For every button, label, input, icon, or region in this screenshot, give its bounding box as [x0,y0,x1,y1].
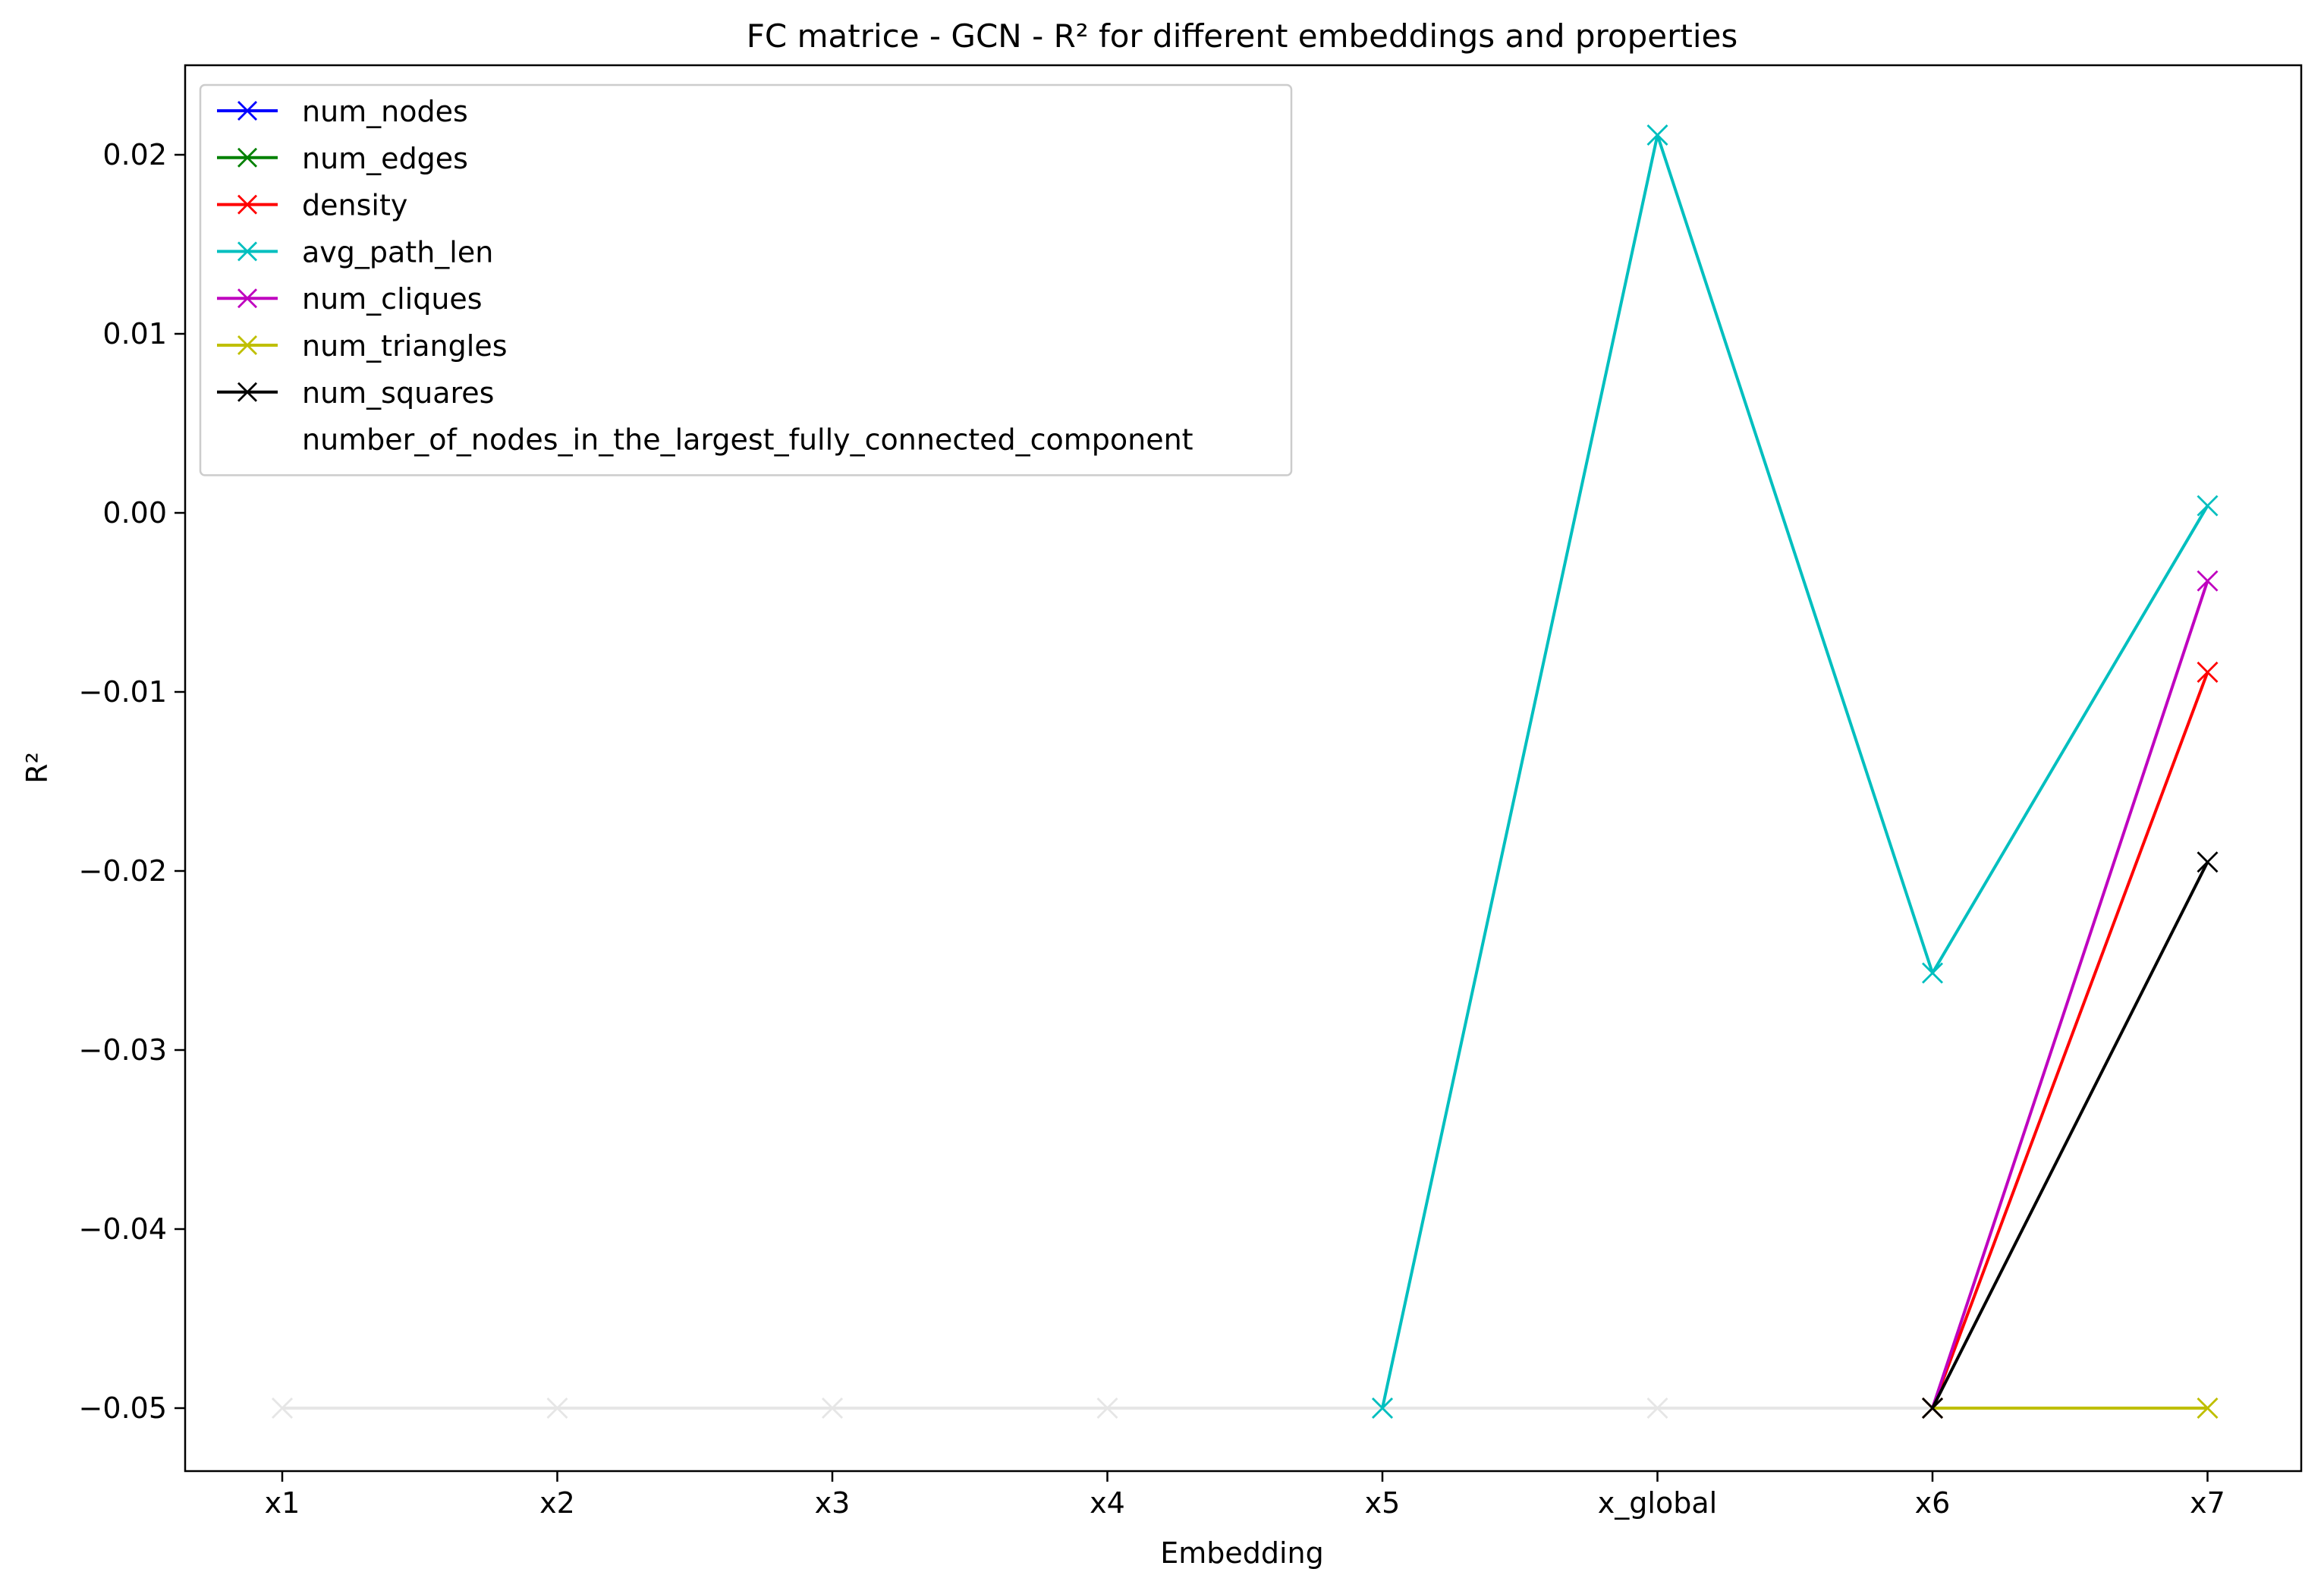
legend-label: num_nodes [302,95,468,128]
legend-label: num_cliques [302,282,483,316]
point-marker [1646,124,1668,146]
point-marker [237,288,257,309]
legend-entry: num_squares [217,376,494,410]
plot-area [272,124,2219,1419]
point-marker [2197,495,2219,517]
series-line [1381,134,2209,1409]
x-tick-label: x7 [2190,1486,2225,1520]
point-marker [2197,1398,2219,1419]
x-tick-label: x4 [1090,1486,1125,1520]
point-marker [2197,851,2219,873]
legend-label: number_of_nodes_in_the_largest_fully_con… [302,423,1193,457]
legend-entry: num_triangles [217,329,508,363]
y-axis-label: R² [20,752,54,784]
legend-entry: avg_path_len [217,235,493,269]
legend-label: num_triangles [302,329,508,363]
y-tick-label: 0.02 [102,138,167,171]
point-marker [237,241,257,262]
point-marker [1922,962,1943,984]
legend-label: avg_path_len [302,235,493,269]
legend-label: num_squares [302,376,494,410]
x-tick-label: x6 [1915,1486,1951,1520]
chart-title: FC matrice - GCN - R² for different embe… [747,17,1737,55]
point-marker [1646,1398,1668,1419]
point-marker [1096,1398,1118,1419]
legend-entry: num_nodes [217,95,468,128]
x-tick-label: x_global [1598,1486,1717,1520]
y-tick-label: −0.04 [79,1212,167,1246]
point-marker [237,101,257,121]
point-marker [237,382,257,402]
y-tick-label: −0.05 [79,1391,167,1425]
x-tick-label: x3 [815,1486,851,1520]
series-avg-path-len [1372,124,2219,1419]
x-axis-label: Embedding [1160,1536,1324,1570]
series-line [1931,671,2209,1409]
point-marker [822,1398,843,1419]
point-marker [546,1398,568,1419]
point-marker [237,194,257,215]
point-marker [272,1398,293,1419]
series-line [1931,861,2209,1409]
point-marker [237,147,257,168]
y-tick-label: 0.01 [102,317,167,351]
point-marker [2197,662,2219,684]
legend-entry: density [217,189,407,222]
legend-label: density [302,189,407,222]
axes: x1 x2 x3 x4 x5 x_global x6 x7 0.02 0.01 0.00 −0.01 −… [79,138,2225,1520]
x-tick-label: x5 [1365,1486,1401,1520]
y-tick-label: 0.00 [102,496,167,530]
x-tick-label: x1 [265,1486,300,1520]
y-tick-label: −0.03 [79,1033,167,1067]
legend-entry: number_of_nodes_in_the_largest_fully_con… [302,423,1193,457]
legend-label: num_edges [302,142,468,175]
series-num-squares [1922,851,2219,1419]
series-line [1931,580,2209,1409]
point-marker [2197,570,2219,592]
legend-entry: num_edges [217,142,468,175]
x-tick-label: x2 [539,1486,575,1520]
point-marker [237,335,257,355]
legend-box [199,83,1293,476]
y-tick-label: −0.02 [79,854,167,888]
y-tick-label: −0.01 [79,675,167,709]
plot-frame [184,64,2303,1473]
point-marker [1922,1398,1943,1419]
point-marker [1372,1398,1393,1419]
legend-entry: num_cliques [217,282,483,316]
